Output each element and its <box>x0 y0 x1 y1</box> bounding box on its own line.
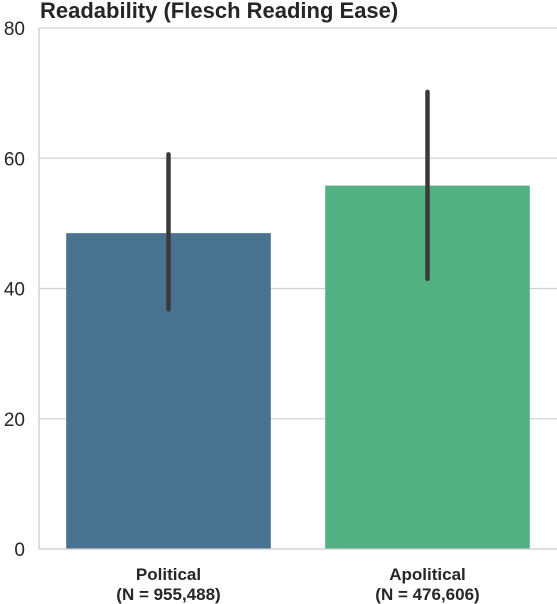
bars <box>66 185 530 550</box>
y-tick-label: 20 <box>4 410 25 431</box>
x-tick-count: (N = 476,606) <box>375 585 479 604</box>
x-tick-label: Apolitical <box>389 565 466 584</box>
y-tick-label: 60 <box>4 149 25 170</box>
y-tick-labels: 0 20 40 60 80 <box>4 19 25 561</box>
chart-title: Readability (Flesch Reading Ease) <box>40 0 398 23</box>
y-tick-label: 40 <box>4 280 25 301</box>
axes <box>38 28 557 550</box>
x-tick-count: (N = 955,488) <box>116 585 220 604</box>
x-tick-label: Political <box>136 565 201 584</box>
x-tick-labels: Political(N = 955,488) Apolitical(N = 476… <box>116 565 479 604</box>
y-tick-label: 0 <box>14 540 25 561</box>
error-bars <box>166 89 430 312</box>
y-tick-label: 80 <box>4 19 25 40</box>
